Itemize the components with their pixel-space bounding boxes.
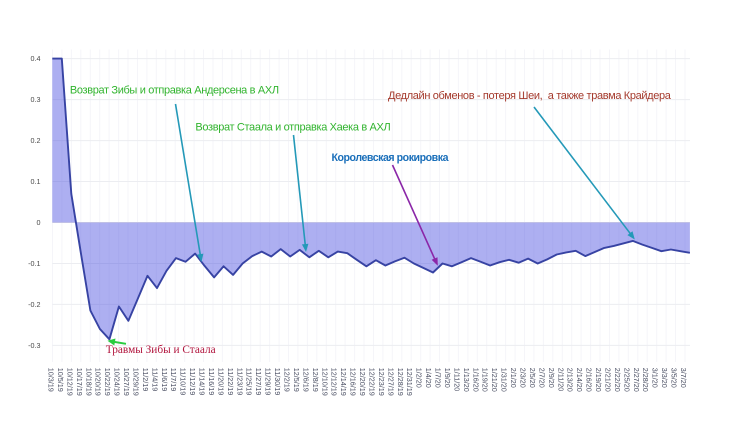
svg-text:2/28/20: 2/28/20 [641, 368, 650, 392]
svg-text:11/20/19: 11/20/19 [216, 368, 225, 395]
svg-text:1/11/20: 1/11/20 [452, 368, 461, 391]
svg-text:11/10/19: 11/10/19 [179, 368, 188, 395]
svg-text:12/20/19: 12/20/19 [358, 368, 367, 396]
svg-text:3/1/20: 3/1/20 [651, 368, 660, 388]
svg-text:2/14/20: 2/14/20 [575, 368, 584, 392]
svg-text:11/6/19: 11/6/19 [160, 368, 169, 391]
svg-text:10/24/19: 10/24/19 [113, 368, 122, 396]
svg-text:11/14/19: 11/14/19 [198, 368, 207, 395]
svg-text:10/17/19: 10/17/19 [75, 368, 84, 396]
svg-text:2/3/20: 2/3/20 [519, 368, 528, 388]
svg-text:0.1: 0.1 [31, 177, 41, 186]
svg-text:-0.3: -0.3 [28, 341, 40, 350]
svg-text:2/7/20: 2/7/20 [537, 368, 546, 388]
svg-text:12/5/19: 12/5/19 [292, 368, 301, 392]
svg-text:11/27/19: 11/27/19 [254, 368, 263, 395]
svg-text:2/16/20: 2/16/20 [585, 368, 594, 392]
svg-text:Травмы Зибы и Стаала: Травмы Зибы и Стаала [106, 344, 216, 356]
svg-text:2/1/20: 2/1/20 [509, 368, 518, 388]
svg-text:10/18/19: 10/18/19 [84, 368, 93, 396]
svg-text:11/30/19: 11/30/19 [273, 368, 282, 395]
svg-text:2/22/20: 2/22/20 [613, 368, 622, 392]
svg-text:11/23/19: 11/23/19 [235, 368, 244, 395]
svg-text:0.2: 0.2 [31, 136, 41, 145]
svg-text:12/8/19: 12/8/19 [311, 368, 320, 392]
svg-text:10/22/19: 10/22/19 [103, 368, 112, 396]
svg-text:1/2/20: 1/2/20 [415, 368, 424, 388]
svg-text:1/7/20: 1/7/20 [434, 368, 443, 388]
svg-text:11/7/19: 11/7/19 [169, 368, 178, 391]
svg-text:12/22/19: 12/22/19 [368, 368, 377, 396]
svg-text:Возврат Стаала и отправка Хаек: Возврат Стаала и отправка Хаека в АХЛ [195, 122, 390, 134]
svg-text:11/16/19: 11/16/19 [207, 368, 216, 395]
svg-text:3/3/20: 3/3/20 [660, 368, 669, 388]
svg-text:11/22/19: 11/22/19 [226, 368, 235, 395]
svg-text:2/25/20: 2/25/20 [622, 368, 631, 392]
svg-text:2/21/20: 2/21/20 [604, 368, 613, 392]
svg-text:Королевская рокировка: Королевская рокировка [332, 152, 449, 164]
svg-text:1/9/20: 1/9/20 [443, 368, 452, 388]
svg-text:11/29/19: 11/29/19 [264, 368, 273, 395]
svg-text:10/27/19: 10/27/19 [122, 368, 131, 396]
svg-text:1/4/20: 1/4/20 [424, 368, 433, 388]
svg-text:Дедлайн обменов - потеря Шеи,: Дедлайн обменов - потеря Шеи, а также тр… [388, 90, 672, 102]
svg-text:3/7/20: 3/7/20 [679, 368, 688, 388]
svg-text:2/13/20: 2/13/20 [566, 368, 575, 392]
svg-text:3/5/20: 3/5/20 [670, 368, 679, 388]
svg-text:10/3/19: 10/3/19 [47, 368, 56, 392]
svg-text:12/10/19: 12/10/19 [320, 368, 329, 396]
svg-text:1/31/20: 1/31/20 [500, 368, 509, 392]
svg-text:0.3: 0.3 [31, 95, 41, 104]
svg-text:1/16/20: 1/16/20 [471, 368, 480, 392]
svg-text:1/19/20: 1/19/20 [481, 368, 490, 392]
svg-text:11/12/19: 11/12/19 [188, 368, 197, 395]
svg-text:10/12/19: 10/12/19 [65, 368, 74, 396]
svg-text:11/25/19: 11/25/19 [245, 368, 254, 395]
svg-text:12/16/19: 12/16/19 [349, 368, 358, 396]
svg-text:2/11/20: 2/11/20 [556, 368, 565, 391]
svg-text:10/20/19: 10/20/19 [94, 368, 103, 396]
svg-text:11/2/19: 11/2/19 [141, 368, 150, 391]
svg-text:10/29/19: 10/29/19 [132, 368, 141, 396]
svg-text:2/19/20: 2/19/20 [594, 368, 603, 392]
svg-text:2/27/20: 2/27/20 [632, 368, 641, 392]
svg-text:12/14/19: 12/14/19 [339, 368, 348, 396]
svg-text:0: 0 [37, 218, 41, 227]
svg-text:12/27/19: 12/27/19 [386, 368, 395, 396]
svg-text:12/31/19: 12/31/19 [405, 368, 414, 396]
svg-text:12/12/19: 12/12/19 [330, 368, 339, 396]
svg-text:12/23/19: 12/23/19 [377, 368, 386, 396]
svg-text:0.4: 0.4 [31, 54, 41, 63]
svg-text:1/13/20: 1/13/20 [462, 368, 471, 392]
svg-text:12/2/19: 12/2/19 [283, 368, 292, 392]
svg-text:10/5/19: 10/5/19 [56, 368, 65, 392]
svg-text:11/4/19: 11/4/19 [150, 368, 159, 391]
svg-text:-0.2: -0.2 [28, 300, 40, 309]
svg-text:12/28/19: 12/28/19 [396, 368, 405, 396]
svg-text:2/9/20: 2/9/20 [547, 368, 556, 388]
svg-text:-0.1: -0.1 [28, 259, 40, 268]
svg-text:2/5/20: 2/5/20 [528, 368, 537, 388]
svg-text:1/21/20: 1/21/20 [490, 368, 499, 392]
svg-text:Возврат Зибы и отправка Андерс: Возврат Зибы и отправка Андерсена в АХЛ [70, 85, 279, 97]
svg-text:12/6/19: 12/6/19 [301, 368, 310, 392]
